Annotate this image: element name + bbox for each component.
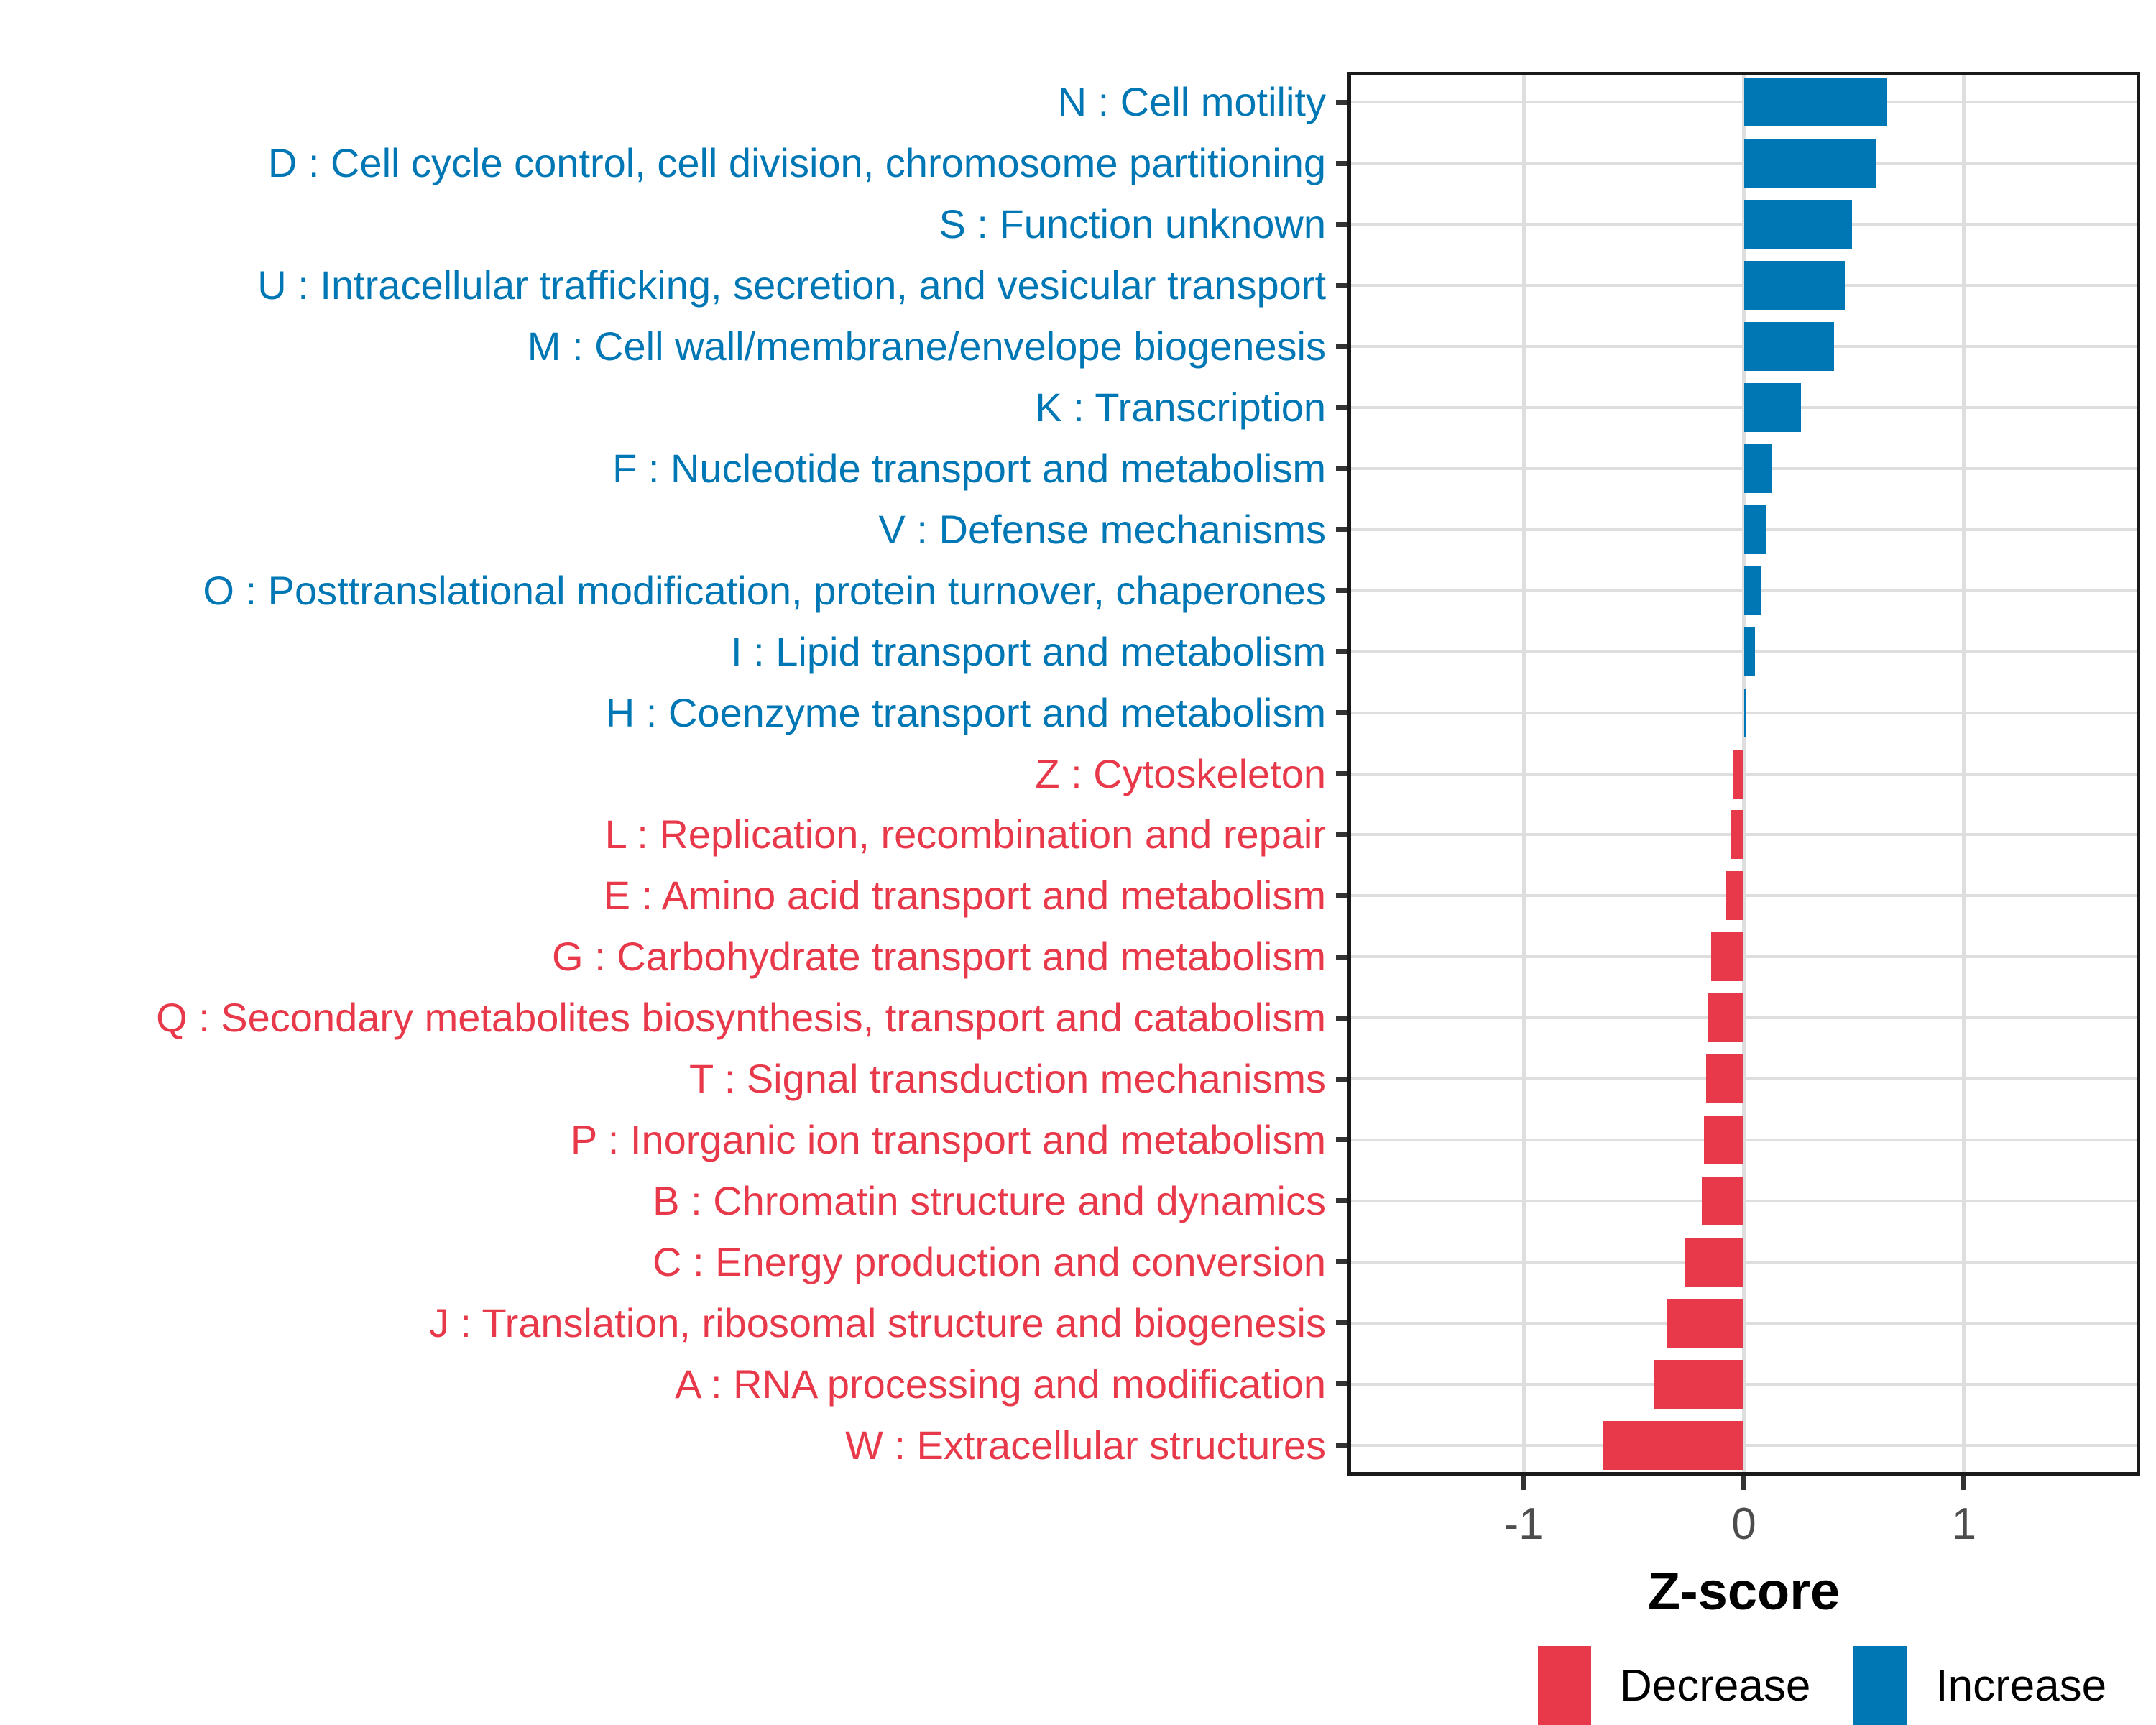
category-label: S : Function unknown	[939, 201, 1326, 247]
x-axis-tick	[1741, 1476, 1746, 1490]
decrease-swatch-icon	[1538, 1646, 1591, 1725]
bar-a	[1653, 1359, 1744, 1409]
bar-m	[1743, 322, 1835, 372]
bar-v	[1743, 505, 1766, 554]
y-axis-tick	[1336, 954, 1348, 960]
category-label: B : Chromatin structure and dynamics	[653, 1177, 1326, 1223]
category-label: U : Intracellular trafficking, secretion…	[257, 262, 1326, 308]
y-axis-tick	[1336, 527, 1348, 533]
category-label: T : Signal transduction mechanisms	[688, 1056, 1326, 1102]
category-label: N : Cell motility	[1057, 79, 1326, 125]
y-axis-tick	[1336, 710, 1348, 716]
bar-g	[1710, 932, 1744, 982]
bar-s	[1743, 200, 1852, 249]
y-axis-tick	[1336, 1076, 1348, 1082]
y-gridline	[1348, 1138, 2140, 1141]
y-gridline	[1348, 955, 2140, 959]
bar-q	[1708, 993, 1744, 1043]
y-axis-tick	[1336, 1015, 1348, 1021]
category-label: D : Cell cycle control, cell division, c…	[267, 140, 1326, 186]
legend-item-increase: Increase	[1853, 1646, 2106, 1725]
bar-i	[1743, 627, 1755, 676]
bar-j	[1667, 1298, 1744, 1348]
y-gridline	[1348, 1016, 2140, 1020]
bar-n	[1743, 78, 1887, 127]
bar-b	[1702, 1176, 1744, 1225]
bar-z	[1733, 749, 1744, 799]
y-axis-tick	[1336, 344, 1348, 349]
y-gridline	[1348, 833, 2140, 837]
category-label: Q : Secondary metabolites biosynthesis, …	[156, 995, 1326, 1041]
y-axis-tick	[1336, 1198, 1348, 1204]
bar-d	[1743, 139, 1876, 188]
category-label: E : Amino acid transport and metabolism	[603, 873, 1326, 919]
bar-e	[1726, 871, 1744, 921]
bar-t	[1706, 1054, 1744, 1104]
y-axis-tick	[1336, 99, 1348, 105]
category-label: F : Nucleotide transport and metabolism	[612, 445, 1326, 491]
y-gridline	[1348, 772, 2140, 776]
y-axis-tick	[1336, 160, 1348, 166]
bar-p	[1704, 1115, 1744, 1164]
category-label: K : Transcription	[1035, 385, 1326, 431]
increase-swatch-icon	[1853, 1646, 1907, 1725]
category-label: W : Extracellular structures	[844, 1422, 1326, 1468]
y-axis-tick	[1336, 588, 1348, 594]
y-gridline	[1348, 1443, 2140, 1447]
category-label: J : Translation, ribosomal structure and…	[428, 1300, 1326, 1346]
y-axis-tick	[1336, 282, 1348, 288]
y-axis-tick	[1336, 893, 1348, 898]
y-axis-tick	[1336, 649, 1348, 655]
bar-c	[1684, 1237, 1744, 1287]
x-axis-tick-label: 0	[1731, 1499, 1756, 1549]
bar-u	[1743, 261, 1846, 310]
y-axis-tick	[1336, 221, 1348, 227]
y-gridline	[1348, 1077, 2140, 1081]
bar-k	[1743, 383, 1802, 433]
y-axis-tick	[1336, 1381, 1348, 1387]
category-label: M : Cell wall/membrane/envelope biogenes…	[527, 323, 1326, 369]
category-label: L : Replication, recombination and repai…	[604, 811, 1326, 857]
category-label: H : Coenzyme transport and metabolism	[605, 689, 1326, 735]
x-axis-tick-label: 1	[1951, 1499, 1977, 1549]
y-gridline	[1348, 1321, 2140, 1325]
category-label: C : Energy production and conversion	[653, 1238, 1326, 1284]
y-gridline	[1348, 894, 2140, 898]
legend-label-decrease: Decrease	[1620, 1660, 1811, 1711]
legend-label-increase: Increase	[1935, 1660, 2107, 1711]
legend-item-decrease: Decrease	[1538, 1646, 1810, 1725]
y-gridline	[1348, 1382, 2140, 1386]
y-axis-tick	[1336, 832, 1348, 837]
y-axis-tick	[1336, 771, 1348, 776]
bar-f	[1743, 443, 1773, 493]
category-label: I : Lipid transport and metabolism	[731, 628, 1326, 674]
category-label: V : Defense mechanisms	[878, 506, 1326, 552]
y-axis-tick	[1336, 1320, 1348, 1326]
category-label: O : Posttranslational modification, prot…	[203, 567, 1326, 613]
y-axis-tick	[1336, 1259, 1348, 1265]
y-axis-tick	[1336, 405, 1348, 410]
bar-h	[1743, 688, 1746, 737]
x-axis-title: Z-score	[1647, 1561, 1841, 1621]
bar-o	[1743, 566, 1761, 615]
x-axis-tick	[1961, 1476, 1967, 1490]
category-label: A : RNA processing and modification	[675, 1361, 1326, 1407]
y-axis-tick	[1336, 466, 1348, 472]
y-axis-tick	[1336, 1443, 1348, 1448]
bar-w	[1603, 1420, 1744, 1470]
category-label: P : Inorganic ion transport and metaboli…	[570, 1116, 1326, 1162]
category-label: Z : Cytoskeleton	[1035, 750, 1326, 796]
y-gridline	[1348, 1260, 2140, 1264]
category-label: G : Carbohydrate transport and metabolis…	[552, 934, 1326, 980]
legend: Decrease Increase	[1538, 1646, 2106, 1725]
x-axis-tick-label: -1	[1503, 1499, 1544, 1549]
y-gridline	[1348, 1199, 2140, 1202]
x-axis-tick	[1521, 1476, 1526, 1490]
y-axis-tick	[1336, 1137, 1348, 1143]
bar-l	[1731, 810, 1744, 860]
